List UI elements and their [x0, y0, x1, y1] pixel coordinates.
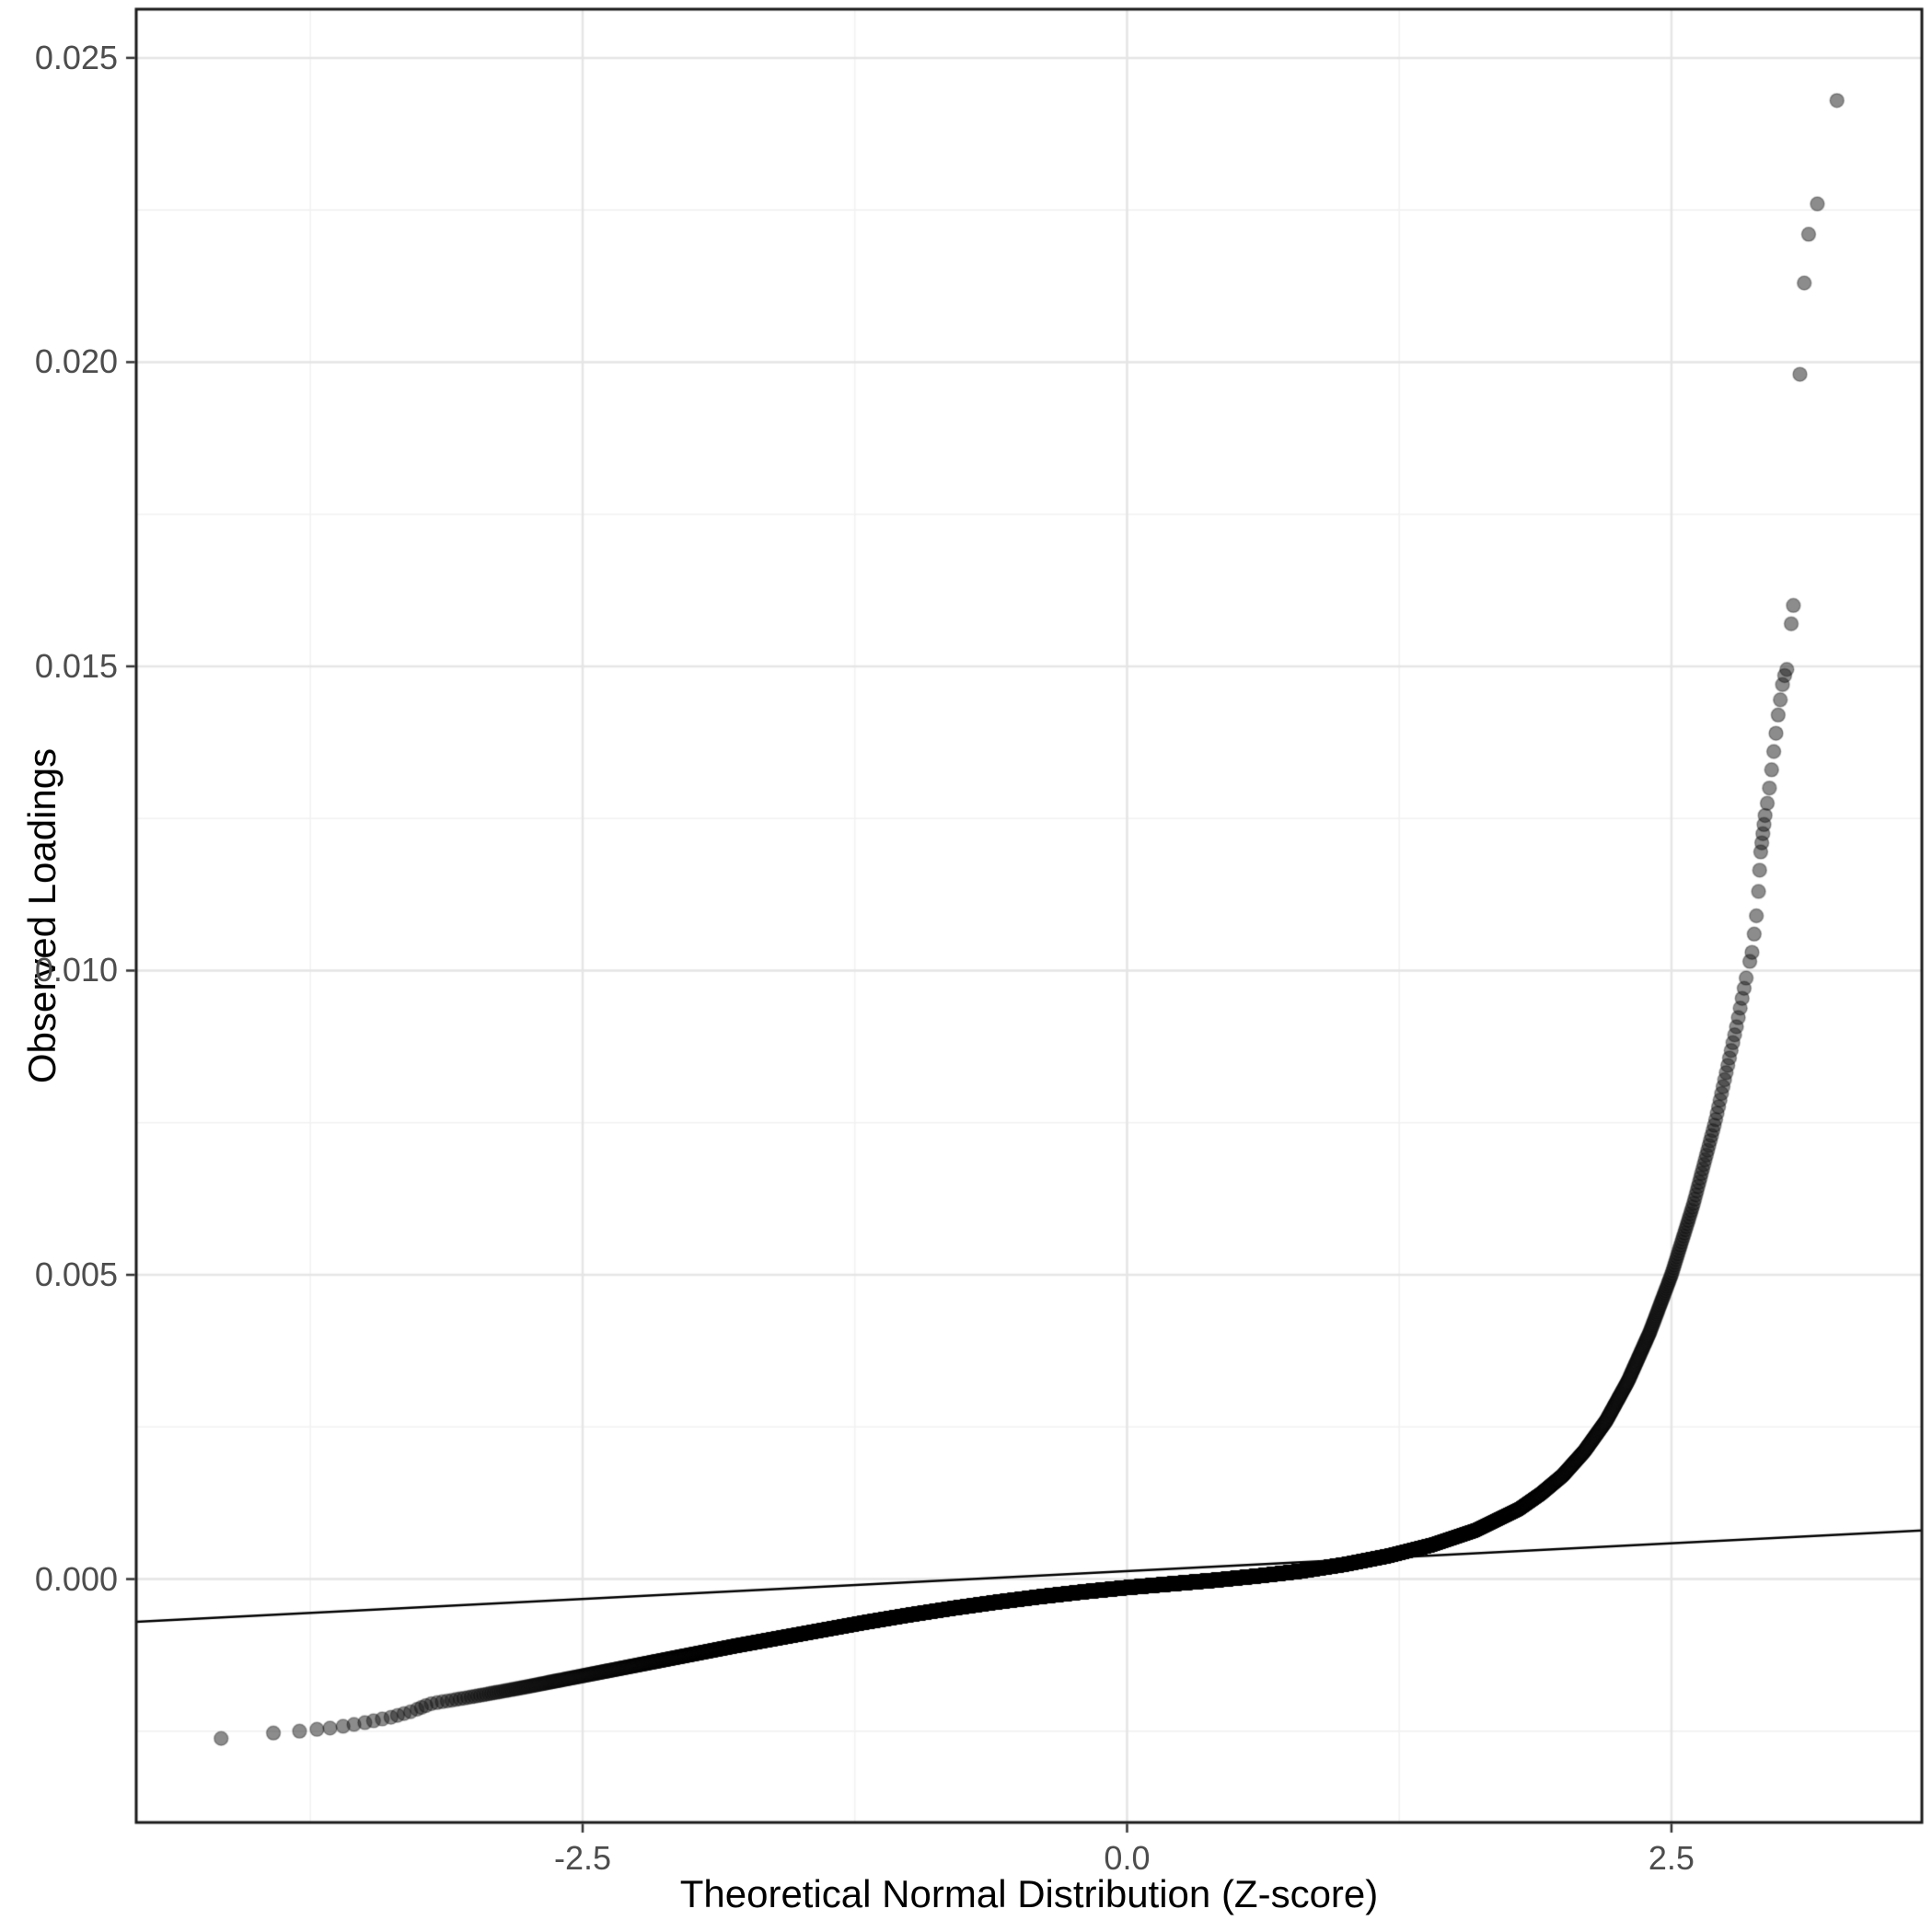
y-tick-label: 0.005 [34, 1255, 118, 1294]
y-tick-label: 0.020 [34, 342, 118, 381]
x-tick-label: -2.5 [553, 1839, 612, 1877]
y-tick-label: 0.015 [34, 646, 118, 685]
x-tick-label: 0.0 [1104, 1839, 1151, 1877]
x-axis-title: Theoretical Normal Distribution (Z-score… [679, 1872, 1379, 1915]
y-tick-label: 0.000 [34, 1559, 118, 1598]
y-axis-title: Observed Loadings [20, 747, 64, 1084]
y-tick-label: 0.010 [34, 951, 118, 989]
x-tick-label: 2.5 [1648, 1839, 1695, 1877]
y-tick-label: 0.025 [34, 38, 118, 76]
